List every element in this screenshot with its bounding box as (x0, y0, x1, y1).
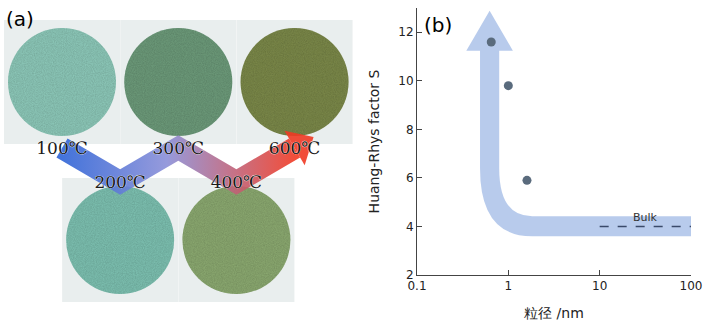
svg-text:300℃: 300℃ (153, 138, 204, 158)
svg-text:400℃: 400℃ (211, 172, 262, 192)
svg-text:1: 1 (505, 279, 513, 293)
svg-text:8: 8 (406, 123, 414, 137)
svg-text:100℃: 100℃ (36, 138, 87, 158)
svg-text:(a): (a) (6, 7, 34, 31)
svg-text:0.1: 0.1 (407, 279, 426, 293)
svg-text:10: 10 (592, 279, 607, 293)
svg-text:粒径 /nm: 粒径 /nm (524, 305, 584, 321)
svg-text:Bulk: Bulk (633, 211, 658, 224)
svg-text:200℃: 200℃ (94, 172, 145, 192)
svg-text:12: 12 (398, 25, 413, 39)
svg-text:600℃: 600℃ (269, 138, 320, 158)
svg-text:Huang-Rhys factor S: Huang-Rhys factor S (366, 70, 382, 214)
svg-text:10: 10 (398, 74, 413, 88)
svg-text:4: 4 (406, 220, 414, 234)
svg-text:100: 100 (680, 279, 703, 293)
svg-text:(b): (b) (424, 13, 452, 37)
svg-text:6: 6 (406, 171, 414, 185)
svg-text:2: 2 (406, 268, 414, 282)
